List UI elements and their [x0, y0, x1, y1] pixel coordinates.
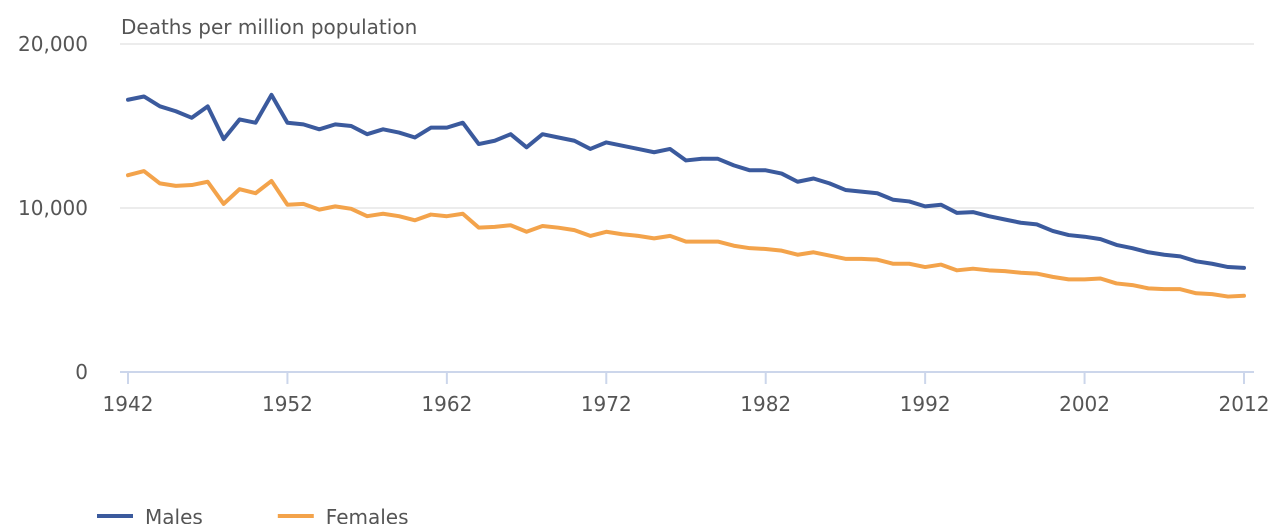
- x-tick-label: 1982: [740, 392, 791, 416]
- y-tick-label: 0: [75, 360, 88, 384]
- x-tick-label: 1942: [103, 392, 154, 416]
- x-tick-label: 1952: [262, 392, 313, 416]
- chart-title: Deaths per million population: [121, 15, 417, 39]
- y-tick-label: 20,000: [18, 32, 88, 56]
- x-tick-label: 1972: [581, 392, 632, 416]
- x-tick-label: 2012: [1219, 392, 1270, 416]
- legend-label: Males: [145, 505, 203, 524]
- x-tick-label: 1992: [900, 392, 951, 416]
- x-tick-label: 2002: [1059, 392, 1110, 416]
- x-tick-label: 1962: [421, 392, 472, 416]
- y-tick-label: 10,000: [18, 196, 88, 220]
- series-line: [126, 169, 1246, 299]
- legend-label: Females: [326, 505, 409, 524]
- series-line: [126, 92, 1246, 270]
